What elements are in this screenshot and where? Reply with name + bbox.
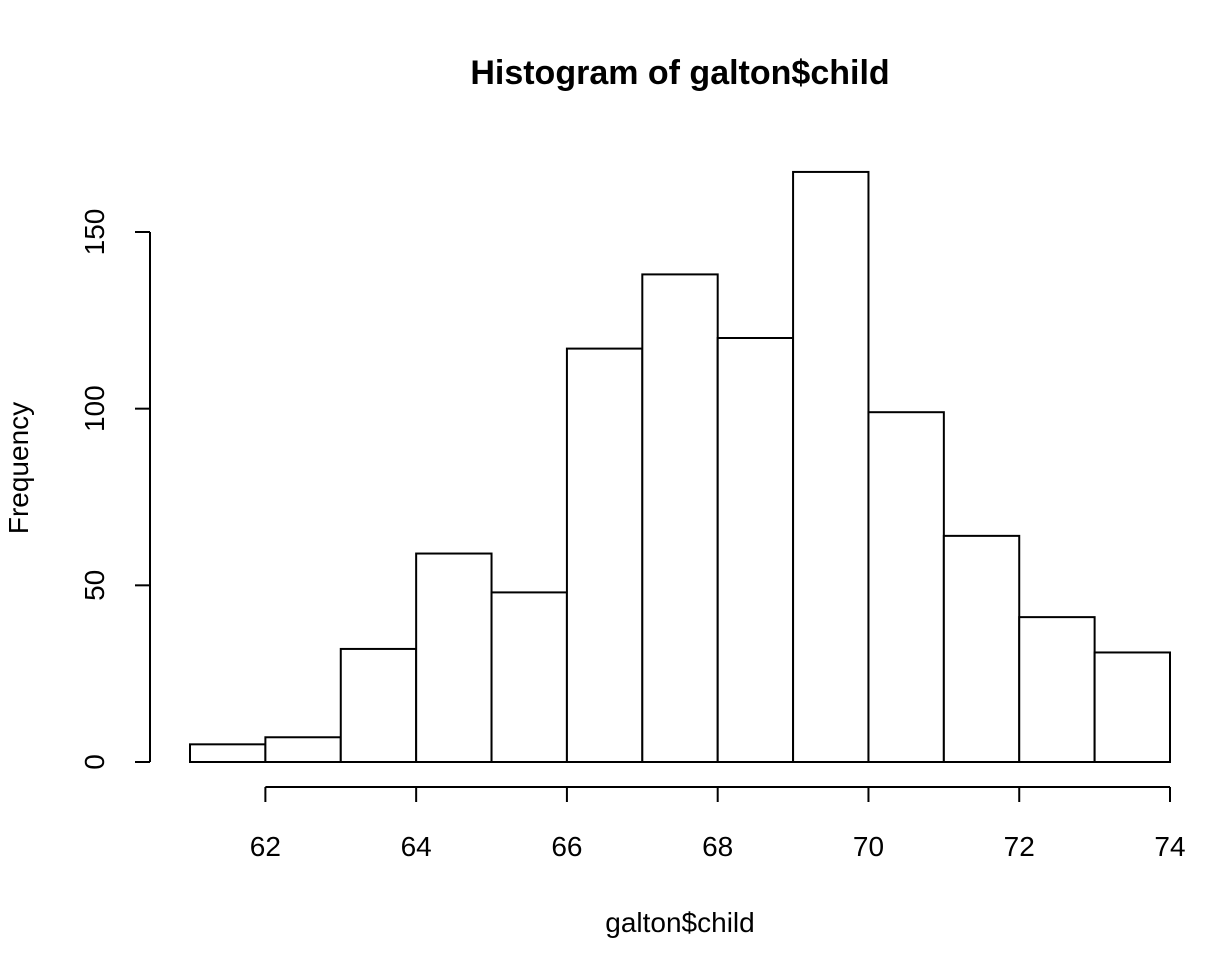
y-tick-label: 0 <box>79 754 110 770</box>
bars-group <box>189 170 1171 764</box>
histogram-bar <box>867 411 945 763</box>
histogram-bar <box>1093 651 1171 764</box>
x-axis-label: galton$child <box>605 907 754 938</box>
y-tick-label: 50 <box>79 570 110 601</box>
histogram-bar <box>641 273 719 763</box>
x-tick-label: 74 <box>1154 831 1185 862</box>
histogram-bar <box>415 552 493 763</box>
x-tick-label: 64 <box>401 831 432 862</box>
histogram-bar <box>565 347 644 763</box>
chart-title: Histogram of galton$child <box>470 54 889 92</box>
x-axis: 62 64 66 68 70 72 74 <box>250 786 1186 862</box>
y-tick-label: 150 <box>79 209 110 256</box>
y-tick-label: 100 <box>79 385 110 432</box>
y-axis: 0 50 100 150 <box>79 209 151 770</box>
histogram-bar <box>1018 616 1096 764</box>
histogram-bar <box>490 591 568 764</box>
histogram-bar <box>942 534 1021 763</box>
x-tick-label: 70 <box>853 831 884 862</box>
x-tick-label: 72 <box>1004 831 1035 862</box>
histogram-bar <box>339 647 418 764</box>
histogram-bar <box>264 736 342 763</box>
y-axis-label: Frequency <box>3 402 34 534</box>
histogram-bar <box>716 337 795 763</box>
histogram-bar <box>189 743 267 763</box>
x-tick-label: 68 <box>702 831 733 862</box>
histogram-bar <box>792 170 870 763</box>
x-tick-label: 62 <box>250 831 281 862</box>
x-tick-label: 66 <box>551 831 582 862</box>
